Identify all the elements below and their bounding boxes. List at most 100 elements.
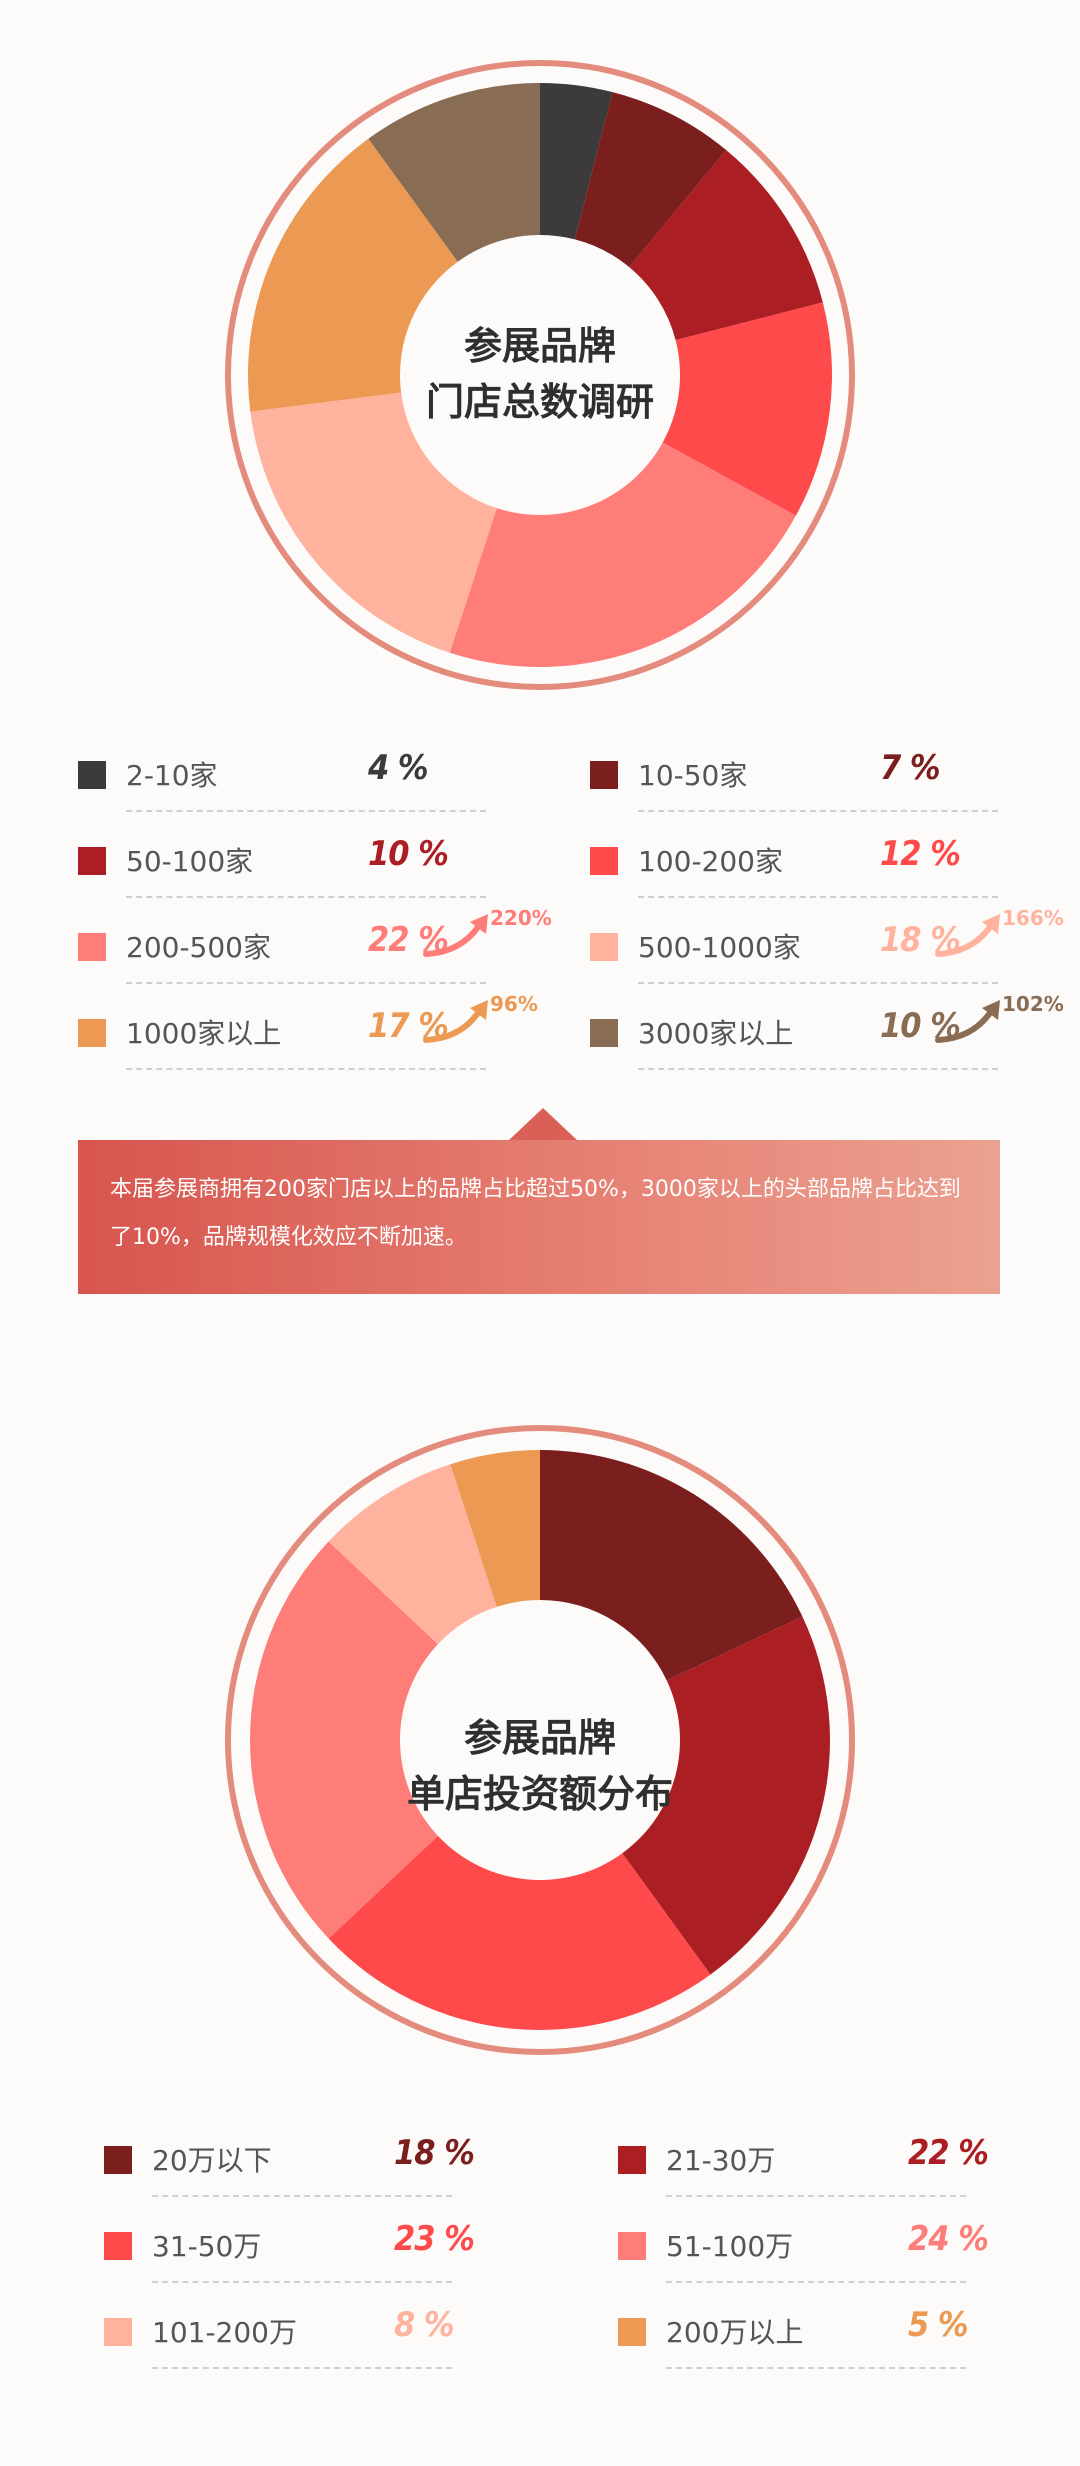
legend-percent: 18 % bbox=[394, 2133, 475, 2173]
donut-slice-2-1 bbox=[622, 1616, 830, 1975]
center-title-line-1: 参展品牌 bbox=[463, 1716, 616, 1760]
legend-swatch bbox=[618, 2232, 646, 2260]
legend-label: 50-100家 bbox=[126, 845, 254, 878]
legend-growth-rate: 220% bbox=[490, 906, 552, 930]
legend-label: 20万以下 bbox=[152, 2144, 272, 2177]
center-title-line-1: 参展品牌 bbox=[463, 324, 616, 368]
legend-swatch bbox=[104, 2232, 132, 2260]
donut-slice-1-0 bbox=[540, 83, 613, 240]
legend-percent: 24 % bbox=[908, 2219, 989, 2259]
center-title-line-2: 单店投资额分布 bbox=[406, 1772, 673, 1816]
legend-item: 200-500家 22 % 220% bbox=[78, 906, 552, 984]
donut-outer-ring bbox=[225, 1425, 855, 2055]
legend-divider bbox=[638, 810, 998, 812]
center-title-line-2: 门店总数调研 bbox=[425, 380, 654, 424]
legend-label: 3000家以上 bbox=[638, 1017, 794, 1050]
donut-center-title: 参展品牌 门店总数调研 bbox=[370, 318, 710, 430]
growth-arrow-icon bbox=[423, 914, 488, 957]
legend-swatch bbox=[590, 761, 618, 789]
legend-label: 200万以上 bbox=[666, 2316, 804, 2349]
legend-divider bbox=[126, 896, 486, 898]
legend-label: 2-10家 bbox=[126, 759, 218, 792]
legend-item: 51-100万 24 % bbox=[618, 2219, 1048, 2283]
legend-item: 500-1000家 18 % 166% bbox=[590, 906, 1064, 984]
donut-slice-1-5 bbox=[250, 392, 497, 653]
legend-percent: 10 % bbox=[368, 834, 449, 874]
legend-percent: 23 % bbox=[394, 2219, 475, 2259]
donut-slice-1-4 bbox=[449, 442, 796, 667]
legend-swatch bbox=[104, 2146, 132, 2174]
legend-growth-rate: 102% bbox=[1002, 992, 1064, 1016]
legend-swatch bbox=[78, 1019, 106, 1047]
legend-swatch bbox=[618, 2318, 646, 2346]
legend-percent: 22 % bbox=[908, 2133, 989, 2173]
donut-slice-1-2 bbox=[629, 150, 823, 341]
legend-divider bbox=[666, 2195, 966, 2197]
legend-percent: 5 % bbox=[908, 2305, 969, 2345]
donut-slice-1-7 bbox=[368, 83, 540, 262]
legend-label: 21-30万 bbox=[666, 2144, 776, 2177]
summary-callout: 本届参展商拥有200家门店以上的品牌占比超过50%，3000家以上的头部品牌占比… bbox=[78, 1140, 1000, 1294]
legend-item: 20万以下 18 % bbox=[104, 2133, 534, 2197]
donut-slice-2-4 bbox=[328, 1464, 497, 1645]
legend-swatch bbox=[590, 1019, 618, 1047]
legend-divider bbox=[152, 2281, 452, 2283]
donut-center-title: 参展品牌 单店投资额分布 bbox=[370, 1710, 710, 1822]
legend-divider bbox=[126, 1068, 486, 1070]
growth-arrow-icon bbox=[423, 1000, 488, 1043]
donut-slice-2-2 bbox=[328, 1835, 711, 2030]
legend-label: 10-50家 bbox=[638, 759, 748, 792]
donut-chart-store-count bbox=[225, 60, 855, 690]
legend-label: 500-1000家 bbox=[638, 931, 801, 964]
legend-label: 200-500家 bbox=[126, 931, 271, 964]
donut-slice-2-5 bbox=[450, 1450, 540, 1607]
legend-percent: 7 % bbox=[880, 748, 941, 788]
legend-percent: 12 % bbox=[880, 834, 961, 874]
legend-swatch bbox=[618, 2146, 646, 2174]
legend-divider bbox=[638, 1068, 998, 1070]
donut-slice-2-3 bbox=[249, 1541, 438, 1939]
legend-label: 101-200万 bbox=[152, 2316, 297, 2349]
legend-item: 101-200万 8 % bbox=[104, 2305, 534, 2369]
callout-pointer bbox=[509, 1108, 577, 1140]
legend-growth-rate: 96% bbox=[490, 992, 538, 1016]
legend-swatch bbox=[78, 847, 106, 875]
donut-slice-1-6 bbox=[247, 138, 458, 412]
growth-arrow-icon bbox=[935, 914, 1000, 957]
legend-item: 50-100家 10 % bbox=[78, 834, 508, 898]
donut-chart-investment bbox=[225, 1425, 855, 2055]
legend-label: 31-50万 bbox=[152, 2230, 262, 2263]
legend-divider bbox=[152, 2195, 452, 2197]
legend-item: 2-10家 4 % bbox=[78, 748, 508, 812]
legend-item: 10-50家 7 % bbox=[590, 748, 1020, 812]
growth-arrow-icon bbox=[935, 1000, 1000, 1043]
legend-swatch bbox=[590, 933, 618, 961]
legend-divider bbox=[126, 810, 486, 812]
legend-swatch bbox=[590, 847, 618, 875]
legend-swatch bbox=[104, 2318, 132, 2346]
donut-slice-1-3 bbox=[662, 302, 832, 516]
legend-swatch bbox=[78, 761, 106, 789]
legend-item: 3000家以上 10 % 102% bbox=[590, 992, 1064, 1070]
legend-divider bbox=[638, 982, 998, 984]
legend-swatch bbox=[78, 933, 106, 961]
donut-slice-1-1 bbox=[574, 92, 727, 268]
legend-percent: 4 % bbox=[368, 748, 429, 788]
legend-item: 31-50万 23 % bbox=[104, 2219, 534, 2283]
summary-text: 本届参展商拥有200家门店以上的品牌占比超过50%，3000家以上的头部品牌占比… bbox=[110, 1177, 961, 1250]
legend-divider bbox=[152, 2367, 452, 2369]
legend-label: 51-100万 bbox=[666, 2230, 794, 2263]
legend-item: 200万以上 5 % bbox=[618, 2305, 1048, 2369]
donut-slice-2-0 bbox=[540, 1450, 803, 1681]
legend-item: 21-30万 22 % bbox=[618, 2133, 1048, 2197]
donut-outer-ring bbox=[225, 60, 855, 690]
legend-item: 1000家以上 17 % 96% bbox=[78, 992, 538, 1070]
legend-label: 100-200家 bbox=[638, 845, 783, 878]
legend-divider bbox=[666, 2281, 966, 2283]
legend-divider bbox=[126, 982, 486, 984]
legend-divider bbox=[638, 896, 998, 898]
legend-divider bbox=[666, 2367, 966, 2369]
legend-item: 100-200家 12 % bbox=[590, 834, 1020, 898]
legend-label: 1000家以上 bbox=[126, 1017, 282, 1050]
legend-percent: 8 % bbox=[394, 2305, 455, 2345]
